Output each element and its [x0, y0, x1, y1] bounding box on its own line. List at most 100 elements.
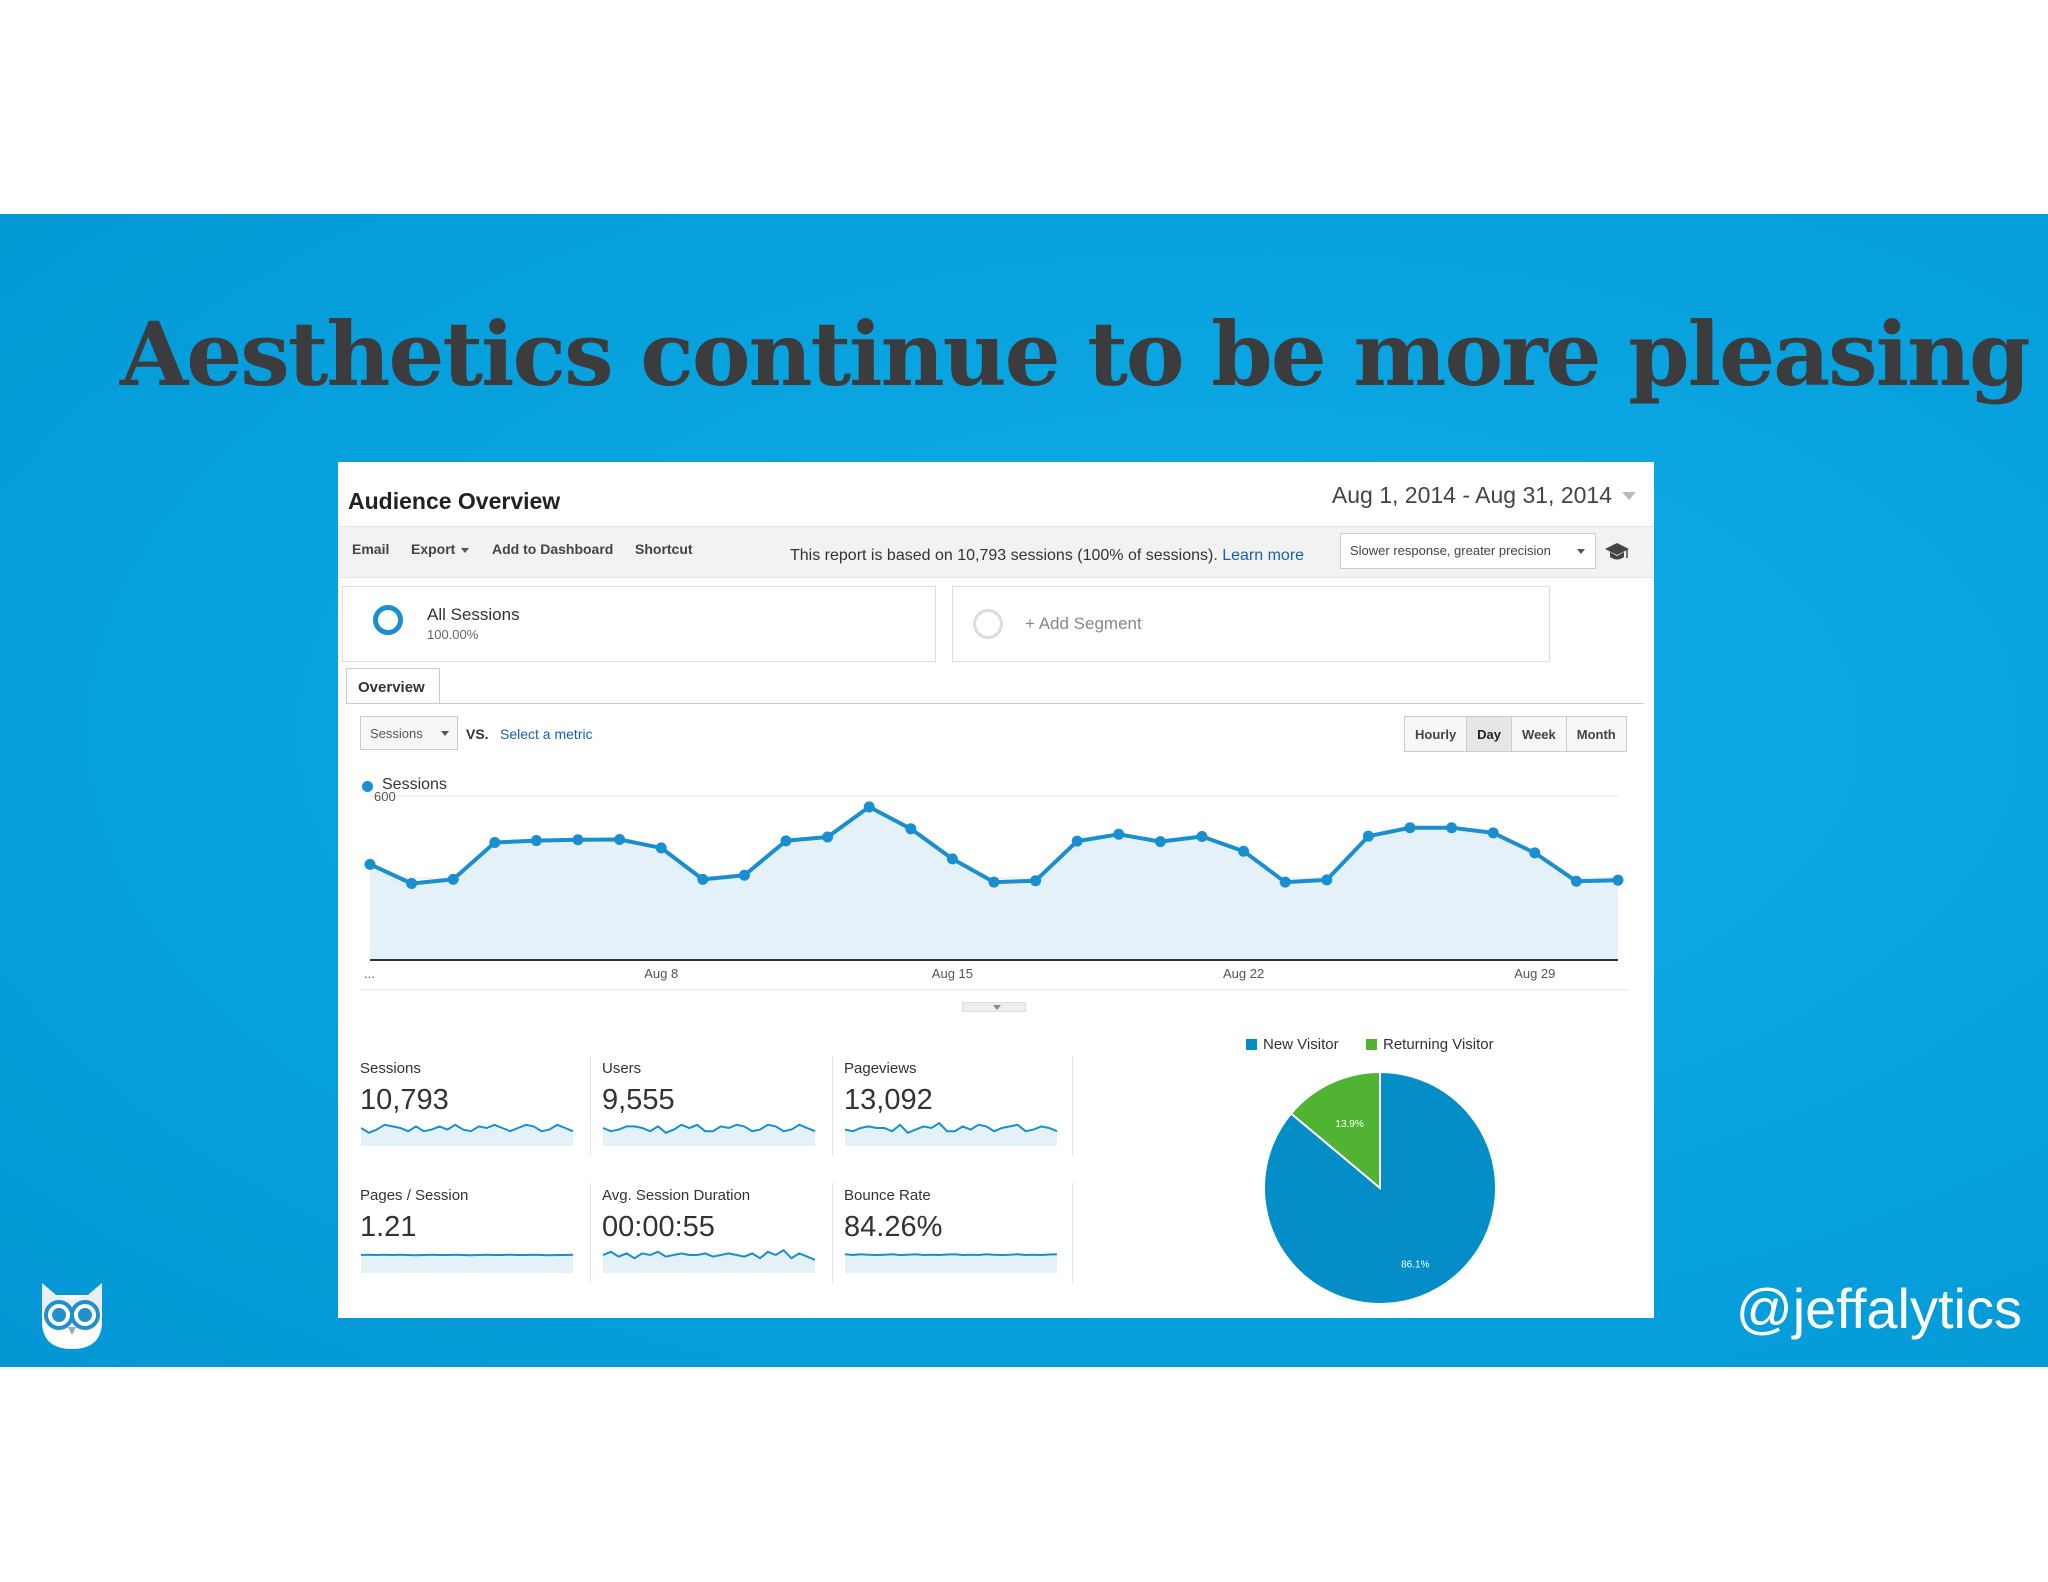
returning-visitor-swatch	[1366, 1039, 1377, 1050]
sessions-point[interactable]	[364, 858, 376, 870]
metric-tile[interactable]: Avg. Session Duration 00:00:55	[602, 1187, 824, 1283]
x-tick-label: Aug 8	[644, 966, 678, 981]
y-tick-label: 600	[374, 792, 396, 804]
twitter-handle: @jeffalytics	[1735, 1277, 2022, 1340]
metric-tile-value: 10,793	[360, 1084, 449, 1116]
sessions-point[interactable]	[1071, 835, 1083, 847]
sessions-point[interactable]	[572, 834, 584, 846]
sparkline-line	[602, 1123, 816, 1134]
metric-tile-value: 00:00:55	[602, 1211, 715, 1243]
sessions-point[interactable]	[1446, 822, 1458, 834]
segment-all-sessions[interactable]: All Sessions 100.00%	[342, 586, 936, 662]
email-button[interactable]: Email	[352, 541, 390, 557]
sessions-point[interactable]	[1570, 875, 1582, 887]
pie-slice[interactable]	[1289, 1070, 1381, 1191]
report-note: This report is based on 10,793 sessions …	[790, 547, 1304, 565]
pie-slice-label: 13.9%	[1335, 1119, 1363, 1130]
chart-collapse-handle[interactable]	[962, 1002, 1026, 1012]
sessions-point[interactable]	[614, 833, 626, 845]
sessions-point[interactable]	[655, 842, 667, 854]
period-month-button[interactable]: Month	[1566, 717, 1626, 751]
metric-sparkline	[360, 1253, 574, 1273]
sparkline-area	[361, 1254, 573, 1273]
precision-select[interactable]: Slower response, greater precision	[1340, 533, 1596, 569]
sparkline-area	[603, 1250, 815, 1273]
report-title: Audience Overview	[348, 488, 561, 514]
metric-tile-label: Sessions	[360, 1060, 421, 1077]
metric-select[interactable]: Sessions	[360, 716, 458, 750]
sessions-point[interactable]	[1362, 830, 1374, 842]
tile-divider	[1072, 1183, 1073, 1283]
sessions-point[interactable]	[1238, 845, 1250, 857]
sessions-point[interactable]	[489, 836, 501, 848]
chevron-down-icon[interactable]	[1622, 492, 1636, 500]
sessions-point[interactable]	[1030, 875, 1042, 887]
metric-tile-label: Bounce Rate	[844, 1187, 931, 1204]
sessions-point[interactable]	[988, 876, 1000, 888]
metric-tile[interactable]: Pageviews 13,092	[844, 1060, 1066, 1156]
period-day-button[interactable]: Day	[1467, 717, 1513, 751]
add-segment-box[interactable]: + Add Segment	[952, 586, 1550, 662]
sparkline-area	[845, 1254, 1057, 1273]
sessions-point[interactable]	[1154, 836, 1166, 848]
period-week-button[interactable]: Week	[1512, 717, 1567, 751]
sessions-point[interactable]	[1113, 828, 1125, 840]
pie-slice[interactable]	[1263, 1070, 1497, 1305]
sessions-point[interactable]	[406, 877, 418, 889]
empty-ring-icon	[973, 609, 1003, 639]
metric-tile-label: Avg. Session Duration	[602, 1187, 751, 1204]
visitor-pie-chart: 86.1% 13.9%	[1263, 1070, 1497, 1305]
metric-tile-label: Users	[602, 1060, 642, 1077]
x-tick-label: ...	[364, 966, 375, 981]
sessions-point[interactable]	[822, 831, 834, 843]
period-toggle: Hourly Day Week Month	[1404, 716, 1627, 752]
learn-more-link[interactable]: Learn more	[1222, 547, 1305, 564]
metric-value: Sessions	[370, 726, 423, 741]
segment-name: All Sessions	[427, 605, 520, 624]
sessions-point[interactable]	[697, 873, 709, 885]
add-to-dashboard-button[interactable]: Add to Dashboard	[492, 541, 614, 557]
sessions-point[interactable]	[863, 801, 875, 813]
sessions-point[interactable]	[1612, 874, 1624, 886]
vs-label: VS.	[466, 726, 489, 742]
sessions-point[interactable]	[1279, 876, 1291, 888]
sparkline-area	[603, 1124, 815, 1146]
sessions-point[interactable]	[1321, 874, 1333, 886]
sessions-point[interactable]	[1196, 830, 1208, 842]
sessions-point[interactable]	[946, 853, 958, 865]
metric-tile-value: 13,092	[844, 1084, 933, 1116]
graduation-cap-icon[interactable]	[1604, 541, 1630, 563]
sparkline-line	[602, 1248, 816, 1261]
tab-overview[interactable]: Overview	[346, 668, 440, 704]
sessions-point[interactable]	[1404, 822, 1416, 834]
sessions-point[interactable]	[530, 835, 542, 847]
metric-tile-value: 9,555	[602, 1084, 675, 1116]
tile-divider	[832, 1056, 833, 1156]
sessions-point[interactable]	[1529, 847, 1541, 859]
export-label: Export	[411, 541, 456, 557]
segment-percent: 100.00%	[427, 627, 479, 642]
sparkline-line	[844, 1121, 1058, 1134]
tile-divider	[832, 1183, 833, 1283]
returning-visitor-label: Returning Visitor	[1383, 1036, 1494, 1053]
sessions-point[interactable]	[447, 873, 459, 885]
date-range-picker[interactable]: Aug 1, 2014 - Aug 31, 2014	[1331, 482, 1612, 508]
add-segment-label: + Add Segment	[1025, 614, 1142, 633]
sessions-point[interactable]	[738, 869, 750, 881]
sessions-point[interactable]	[905, 823, 917, 835]
chevron-down-icon	[1577, 549, 1585, 554]
export-button[interactable]: Export	[411, 541, 470, 557]
metric-tile-value: 84.26%	[844, 1211, 943, 1243]
metric-tile[interactable]: Sessions 10,793	[360, 1060, 582, 1156]
sessions-point[interactable]	[1487, 827, 1499, 839]
metric-tile[interactable]: Users 9,555	[602, 1060, 824, 1156]
new-visitor-label: New Visitor	[1263, 1036, 1339, 1053]
chevron-down-icon	[461, 547, 470, 553]
select-metric-link[interactable]: Select a metric	[500, 726, 593, 742]
shortcut-button[interactable]: Shortcut	[635, 541, 693, 557]
metric-tile[interactable]: Pages / Session 1.21	[360, 1187, 582, 1283]
sessions-point[interactable]	[780, 835, 792, 847]
metric-sparkline	[602, 1123, 816, 1146]
metric-tile[interactable]: Bounce Rate 84.26%	[844, 1187, 1066, 1283]
period-hourly-button[interactable]: Hourly	[1405, 717, 1468, 751]
